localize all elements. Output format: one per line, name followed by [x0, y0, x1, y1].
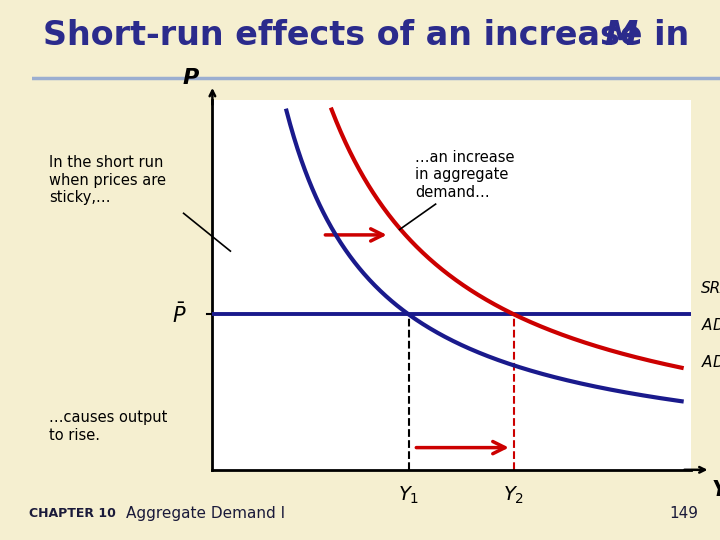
Text: …causes output
to rise.: …causes output to rise. — [49, 410, 167, 443]
Text: 149: 149 — [670, 506, 698, 521]
Text: CHAPTER 10: CHAPTER 10 — [29, 507, 116, 520]
Text: $Y_1$: $Y_1$ — [398, 485, 419, 507]
Text: P: P — [183, 68, 199, 87]
Text: $\bar{P}$: $\bar{P}$ — [171, 302, 186, 327]
Text: Y: Y — [712, 480, 720, 500]
Text: $Y_2$: $Y_2$ — [503, 485, 525, 507]
Text: In the short run
when prices are
sticky,…: In the short run when prices are sticky,… — [49, 155, 166, 205]
Text: AD$_1$: AD$_1$ — [701, 353, 720, 372]
Text: Aggregate Demand I: Aggregate Demand I — [126, 506, 285, 521]
Text: …an increase
in aggregate
demand…: …an increase in aggregate demand… — [415, 150, 515, 200]
Text: Short-run effects of an increase in: Short-run effects of an increase in — [42, 19, 701, 52]
Text: SRAS: SRAS — [701, 281, 720, 296]
Text: M: M — [605, 19, 638, 52]
Text: AD$_2$: AD$_2$ — [701, 316, 720, 335]
